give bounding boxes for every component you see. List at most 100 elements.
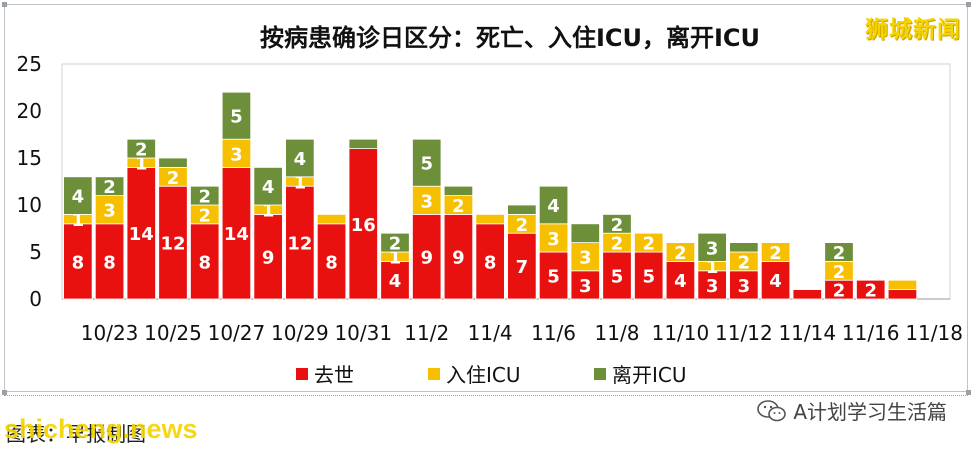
icu-in-data-label: 3 [230, 144, 243, 165]
icu-in-data-label: 2 [833, 262, 846, 283]
death-bar-segment [760, 260, 791, 300]
death-data-label: 8 [325, 252, 338, 273]
icu-in-bar-segment [760, 242, 791, 262]
icu-in-data-label: 1 [294, 173, 307, 194]
death-data-label: 14 [129, 224, 154, 245]
icu-in-data-label: 2 [516, 215, 529, 236]
death-bar-segment [94, 223, 125, 300]
death-data-label: 9 [262, 248, 275, 269]
death-bar-segment [348, 148, 378, 300]
death-data-label: 3 [706, 276, 719, 297]
death-data-label: 12 [287, 234, 312, 255]
death-data-label: 2 [833, 281, 846, 302]
wechat-label: A计划学习生活篇 [793, 400, 947, 424]
wechat-account: A计划学习生活篇 [757, 396, 947, 425]
death-bar-segment [729, 270, 759, 300]
icu-in-bar-segment [634, 232, 664, 253]
site-watermark: shicheng.news [4, 414, 198, 444]
icu-in-data-label: 3 [420, 191, 433, 212]
x-tick-label: 11/14 [778, 321, 836, 345]
icu-out-data-label: 3 [706, 238, 719, 259]
icu-out-bar-segment [285, 138, 315, 178]
icu-out-data-label: 4 [294, 149, 307, 170]
icu-out-bar-segment [443, 185, 474, 196]
icu-out-bar-segment [507, 204, 537, 215]
x-tick-label: 10/31 [334, 321, 392, 345]
death-data-label: 4 [769, 271, 782, 292]
death-bar-segment [856, 279, 886, 300]
resize-handle[interactable] [2, 390, 7, 395]
death-bar-segment [126, 166, 156, 300]
y-tick-label: 5 [29, 240, 42, 264]
icu-in-bar-segment [316, 213, 347, 225]
y-tick-label: 20 [17, 99, 42, 123]
icu-out-data-label: 2 [198, 187, 211, 208]
icu-in-data-label: 1 [72, 210, 85, 231]
x-tick-label: 11/2 [404, 321, 449, 345]
icu-out-bar-segment [697, 232, 727, 262]
x-tick-label: 10/29 [271, 321, 329, 345]
icu-out-data-label: 2 [611, 215, 624, 236]
source-text: 图表：早报制图 [6, 422, 146, 446]
legend-label: 入住ICU [446, 363, 521, 387]
x-tick-label: 11/4 [468, 321, 513, 345]
death-data-label: 14 [224, 224, 249, 245]
resize-handle[interactable] [966, 390, 971, 395]
legend-swatch [428, 368, 440, 380]
icu-in-data-label: 3 [103, 201, 116, 222]
icu-out-data-label: 4 [72, 187, 85, 208]
x-tick-label: 10/23 [81, 321, 139, 345]
x-tick-label: 11/12 [715, 321, 773, 345]
death-bar-segment [570, 270, 600, 300]
icu-out-bar-segment [63, 176, 93, 215]
icu-out-bar-segment [729, 242, 759, 253]
x-tick-label: 11/6 [531, 321, 576, 345]
resize-handle[interactable] [2, 2, 7, 7]
icu-out-bar-segment [348, 138, 378, 149]
death-data-label: 4 [674, 271, 687, 292]
x-tick-label: 10/27 [208, 321, 266, 345]
death-bar-segment [443, 213, 474, 300]
icu-out-bar-segment [190, 185, 220, 206]
death-bar-segment [253, 213, 283, 300]
icu-out-bar-segment [538, 185, 569, 225]
death-bar-segment [285, 185, 315, 300]
icu-out-bar-segment [94, 176, 125, 197]
icu-in-data-label: 1 [262, 201, 275, 222]
y-tick-label: 10 [17, 193, 42, 217]
wechat-icon [757, 399, 787, 421]
icu-out-bar-segment [221, 91, 252, 140]
death-data-label: 9 [452, 248, 465, 269]
icu-in-data-label: 1 [389, 248, 402, 269]
death-data-label: 8 [484, 252, 497, 273]
icu-in-data-label: 2 [167, 168, 180, 189]
death-bar-segment [63, 223, 93, 300]
y-tick-label: 15 [17, 146, 42, 170]
icu-in-bar-segment [570, 242, 600, 272]
icu-in-data-label: 2 [198, 205, 211, 226]
icu-in-bar-segment [665, 242, 696, 262]
icu-in-data-label: 2 [452, 196, 465, 217]
death-data-label: 8 [103, 252, 116, 273]
death-data-label: 16 [351, 215, 376, 236]
icu-out-bar-segment [158, 157, 188, 168]
chart-title: 按病患确诊日区分：死亡、入住ICU，离开ICU [260, 24, 760, 52]
icu-out-bar-segment [824, 242, 854, 262]
death-data-label: 9 [420, 248, 433, 269]
icu-in-bar-segment [412, 185, 442, 215]
icu-out-data-label: 2 [135, 140, 148, 161]
icu-in-data-label: 1 [706, 257, 719, 278]
resize-handle[interactable] [966, 2, 971, 7]
x-tick-label: 10/25 [144, 321, 202, 345]
death-data-label: 3 [738, 276, 751, 297]
top-watermark: 狮城新闻 [865, 17, 961, 43]
legend-label: 离开ICU [612, 363, 687, 387]
icu-out-data-label: 5 [420, 154, 433, 175]
legend-label: 去世 [314, 363, 354, 387]
legend-swatch [594, 368, 606, 380]
death-data-label: 2 [864, 281, 877, 302]
icu-out-bar-segment [380, 232, 410, 253]
death-bar-segment [190, 223, 220, 300]
icu-out-bar-segment [412, 138, 442, 187]
